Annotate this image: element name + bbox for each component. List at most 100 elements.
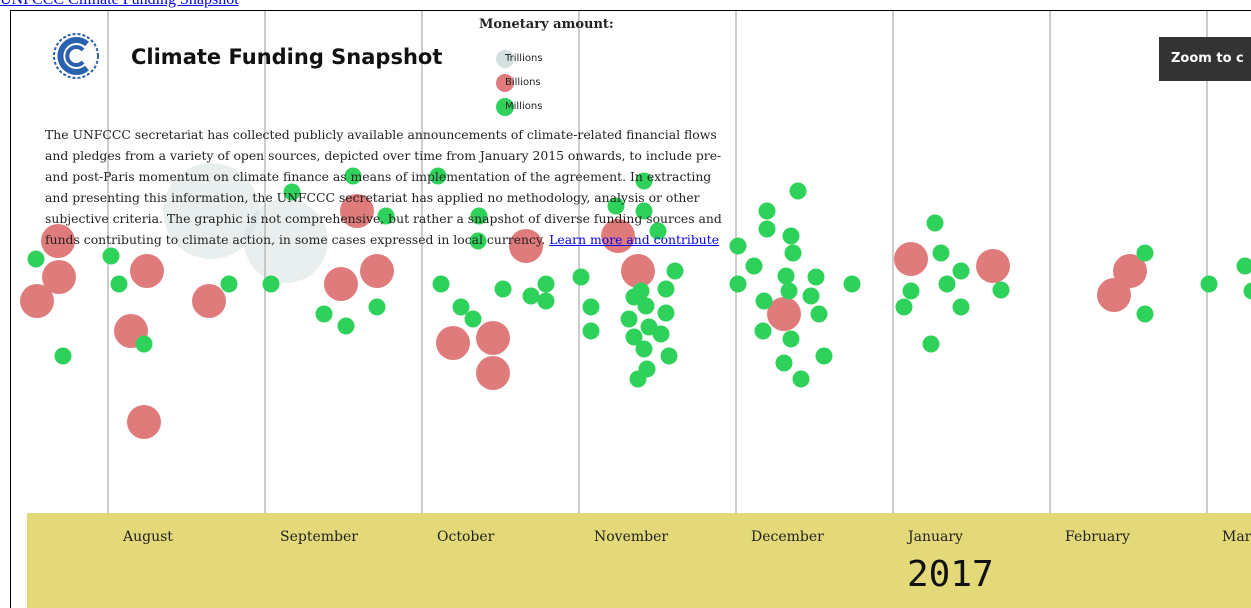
month-label: January xyxy=(908,529,963,545)
bubble-millions xyxy=(666,262,684,280)
bubble-millions xyxy=(432,275,450,293)
bubble-millions xyxy=(657,304,675,322)
bubble-billions xyxy=(20,284,54,318)
month-label: October xyxy=(437,529,495,545)
bubble-millions xyxy=(1236,257,1251,275)
legend-label: Millions xyxy=(505,101,543,112)
bubble-billions xyxy=(894,242,928,276)
bubble-millions xyxy=(754,322,772,340)
bubble-millions xyxy=(660,347,678,365)
bubble-millions xyxy=(135,335,153,353)
top-link[interactable]: UNFCCC Climate Funding Snapshot xyxy=(0,0,239,9)
bubble-millions xyxy=(377,207,395,225)
bubble-millions xyxy=(745,257,763,275)
bubble-billions xyxy=(340,194,374,228)
bubble-millions xyxy=(952,298,970,316)
legend-swatch xyxy=(496,98,514,116)
bubble-millions xyxy=(784,244,802,262)
app-frame: Climate Funding Snapshot Monetary amount… xyxy=(10,10,1251,608)
bubble-millions xyxy=(582,298,600,316)
bubble-millions xyxy=(843,275,861,293)
bubble-millions xyxy=(452,298,470,316)
logo xyxy=(53,33,99,79)
time-band xyxy=(27,513,1251,608)
bubble-millions xyxy=(789,182,807,200)
bubble-millions xyxy=(1200,275,1218,293)
month-label: August xyxy=(123,529,173,545)
legend-swatch xyxy=(496,74,514,92)
bubble-millions xyxy=(807,268,825,286)
description: The UNFCCC secretariat has collected pub… xyxy=(45,124,735,250)
bubble-millions xyxy=(625,288,643,306)
month-label: December xyxy=(751,529,824,545)
bubble-millions xyxy=(758,220,776,238)
bubble-millions xyxy=(572,268,590,286)
legend-label: Billions xyxy=(505,77,541,88)
timeline xyxy=(20,11,1251,608)
bubble-millions xyxy=(469,232,487,250)
bubble-billions xyxy=(621,254,655,288)
bubble-millions xyxy=(922,335,940,353)
bubble-millions xyxy=(758,202,776,220)
bubble-millions xyxy=(810,305,828,323)
bubble-millions xyxy=(368,298,386,316)
bubble-billions xyxy=(509,229,543,263)
bubble-billions xyxy=(976,249,1010,283)
bubble-millions xyxy=(1136,305,1154,323)
month-label: Mar xyxy=(1222,529,1251,545)
bubble-millions xyxy=(629,370,647,388)
bubble-millions xyxy=(283,183,301,201)
bubble-millions xyxy=(792,370,810,388)
bubble-millions xyxy=(54,347,72,365)
bubble-millions xyxy=(537,275,555,293)
zoom-button[interactable]: Zoom to c xyxy=(1159,37,1251,81)
bubble-millions xyxy=(802,287,820,305)
bubble-millions xyxy=(635,340,653,358)
bubble-millions xyxy=(1243,282,1251,300)
bubble-millions xyxy=(262,275,280,293)
bubble-millions xyxy=(657,280,675,298)
bubble-millions xyxy=(522,287,540,305)
bubble-millions xyxy=(755,292,773,310)
bubble-millions xyxy=(782,227,800,245)
bubble-millions xyxy=(902,282,920,300)
bubble-billions xyxy=(127,405,161,439)
bubble-millions xyxy=(729,237,747,255)
bubble-billions xyxy=(360,254,394,288)
bubble-millions xyxy=(537,292,555,310)
bubble-millions xyxy=(582,322,600,340)
bubble-millions xyxy=(926,214,944,232)
bubble-millions xyxy=(777,267,795,285)
bubble-billions xyxy=(41,224,75,258)
bubble-millions xyxy=(620,310,638,328)
bubble-millions xyxy=(649,222,667,240)
legend-title: Monetary amount: xyxy=(479,17,614,32)
month-label: September xyxy=(280,529,358,545)
bubble-millions xyxy=(635,202,653,220)
bubble-millions xyxy=(652,325,670,343)
bubble-billions xyxy=(767,297,801,331)
bubble-billions xyxy=(42,260,76,294)
year-label: 2017 xyxy=(907,554,994,595)
bubble-millions xyxy=(729,275,747,293)
bubble-millions xyxy=(470,207,488,225)
bubble-billions xyxy=(1113,254,1147,288)
bubble-millions xyxy=(429,167,447,185)
bubble-millions xyxy=(775,354,793,372)
bubble-millions xyxy=(815,347,833,365)
bubble-billions xyxy=(192,284,226,318)
month-label: November xyxy=(594,529,669,545)
bubble-billions xyxy=(1097,278,1131,312)
bubble-billions xyxy=(601,219,635,253)
bubble-trillions xyxy=(163,163,259,259)
bubble-millions xyxy=(102,247,120,265)
bubble-billions xyxy=(436,326,470,360)
legend-swatch xyxy=(496,50,514,68)
bubble-millions xyxy=(895,298,913,316)
bubble-billions xyxy=(324,267,358,301)
bubble-billions xyxy=(476,321,510,355)
bubble-millions xyxy=(637,297,655,315)
title: Climate Funding Snapshot xyxy=(131,45,443,69)
learn-more-link[interactable]: Learn more and contribute xyxy=(549,232,720,247)
